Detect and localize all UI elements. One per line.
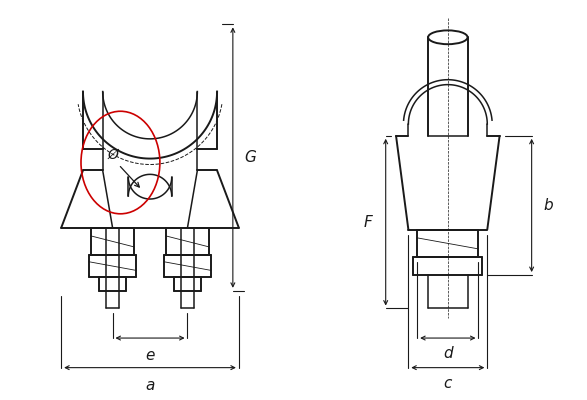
Text: c: c [444,376,452,391]
Text: G: G [245,150,257,165]
Text: a: a [146,378,155,393]
Text: Ø: Ø [107,148,118,162]
Text: d: d [443,346,453,361]
Text: e: e [146,348,155,363]
Text: b: b [544,198,553,213]
Text: F: F [363,215,372,230]
